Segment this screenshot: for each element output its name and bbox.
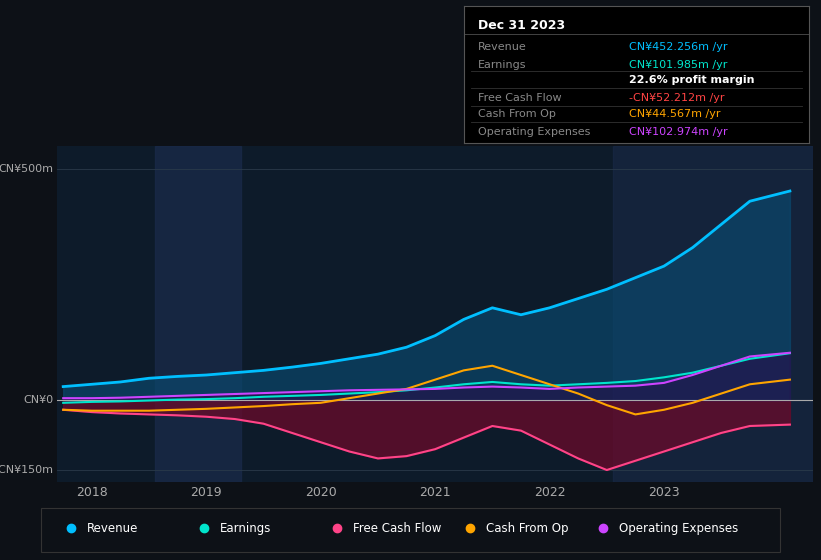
Text: Earnings: Earnings (220, 522, 271, 535)
Bar (612, 146, 813, 482)
Text: CN¥452.256m /yr: CN¥452.256m /yr (630, 42, 728, 52)
Text: CN¥44.567m /yr: CN¥44.567m /yr (630, 109, 721, 119)
Text: Cash From Op: Cash From Op (486, 522, 568, 535)
Text: -CN¥52.212m /yr: -CN¥52.212m /yr (630, 92, 725, 102)
Text: Cash From Op: Cash From Op (478, 109, 556, 119)
Text: Dec 31 2023: Dec 31 2023 (478, 20, 565, 32)
Text: Operating Expenses: Operating Expenses (478, 127, 590, 137)
Text: Earnings: Earnings (478, 59, 526, 69)
Text: CN¥102.974m /yr: CN¥102.974m /yr (630, 127, 728, 137)
Text: CN¥0: CN¥0 (24, 395, 53, 405)
Text: CN¥101.985m /yr: CN¥101.985m /yr (630, 59, 727, 69)
Text: -CN¥150m: -CN¥150m (0, 465, 53, 475)
Bar (154, 146, 241, 482)
Text: Revenue: Revenue (87, 522, 138, 535)
Text: CN¥500m: CN¥500m (0, 164, 53, 174)
Text: Free Cash Flow: Free Cash Flow (478, 92, 562, 102)
Text: Operating Expenses: Operating Expenses (619, 522, 738, 535)
Bar (41, 507, 780, 552)
Text: Revenue: Revenue (478, 42, 526, 52)
Text: Free Cash Flow: Free Cash Flow (353, 522, 441, 535)
Text: 22.6% profit margin: 22.6% profit margin (630, 74, 754, 85)
